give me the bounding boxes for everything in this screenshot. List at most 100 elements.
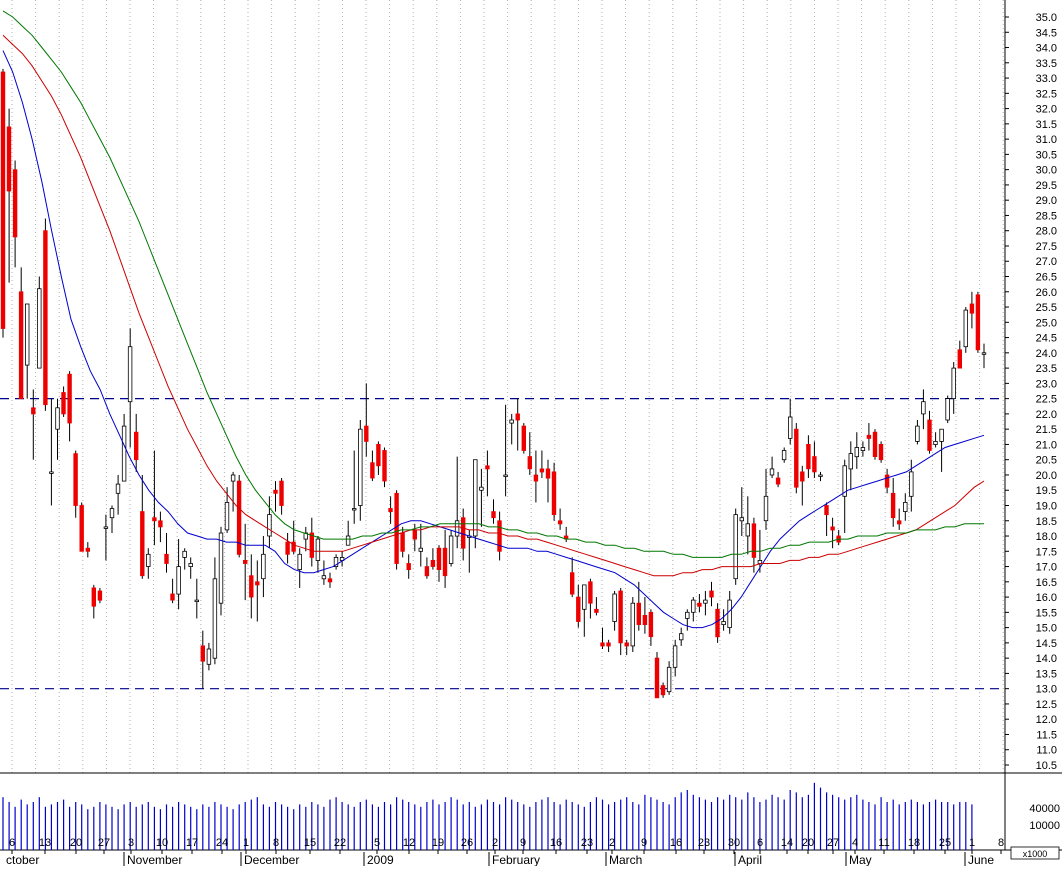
price-tick-label: 30.5 — [1036, 149, 1057, 161]
date-tick-label: 30 — [728, 837, 740, 849]
candle-body — [103, 526, 109, 529]
date-tick-label: 5 — [374, 837, 380, 849]
price-tick-label: 27.0 — [1036, 256, 1057, 268]
candle-body — [388, 508, 393, 512]
candle-body — [709, 590, 714, 598]
price-tick-label: 25.5 — [1036, 302, 1057, 314]
candle-body — [503, 474, 508, 477]
candle-body — [491, 511, 496, 519]
date-tick-label: 18 — [908, 837, 920, 849]
candle-body — [315, 538, 321, 561]
date-tick-label: 3 — [128, 837, 134, 849]
candle-body — [182, 550, 187, 558]
price-tick-label: 16.5 — [1036, 577, 1057, 589]
candle-body — [358, 428, 363, 506]
price-tick-label: 18.5 — [1036, 516, 1057, 528]
candle-body — [679, 633, 684, 641]
candle-body — [91, 587, 96, 607]
candle-body — [79, 505, 84, 552]
candle-body — [345, 535, 351, 546]
candle-body — [49, 471, 54, 474]
candle-body — [981, 352, 987, 355]
candle-body — [666, 666, 672, 693]
volume-tick-label: 40000 — [1029, 803, 1060, 815]
candle-body — [479, 486, 484, 491]
candle-body — [624, 642, 629, 647]
candle-body — [206, 648, 212, 665]
candle-body — [715, 608, 720, 638]
candle-body — [606, 642, 611, 647]
date-tick-label: 2 — [492, 837, 498, 849]
candle-body — [24, 303, 30, 366]
price-tick-label: 35.0 — [1036, 12, 1057, 24]
month-label: March — [609, 853, 642, 866]
price-tick-label: 24.5 — [1036, 333, 1057, 345]
candle-body — [642, 615, 648, 626]
date-tick-label: 6 — [9, 837, 15, 849]
price-tick-label: 17.5 — [1036, 546, 1057, 558]
date-tick-label: 15 — [304, 837, 316, 849]
price-tick-label: 27.5 — [1036, 241, 1057, 253]
month-label: April — [738, 853, 762, 866]
candle-body — [18, 291, 24, 400]
price-tick-label: 20.5 — [1036, 455, 1057, 467]
date-tick-label: 9 — [641, 837, 647, 849]
candle-body — [376, 443, 381, 467]
candle-body — [648, 611, 654, 638]
candle-body — [794, 428, 799, 488]
candle-body — [800, 471, 805, 482]
candle-body — [788, 416, 793, 439]
candle-body — [267, 514, 272, 537]
date-tick-label: 24 — [216, 837, 228, 849]
candle-body — [630, 602, 635, 647]
month-label: 2009 — [367, 853, 394, 866]
date-tick-label: 20 — [70, 837, 82, 849]
price-tick-label: 22.0 — [1036, 409, 1057, 421]
date-tick-label: 14 — [781, 837, 793, 849]
candle-body — [939, 428, 944, 442]
candle-body — [818, 474, 823, 477]
candle-body — [0, 71, 6, 329]
candle-body — [866, 434, 872, 439]
candle-body — [140, 511, 145, 577]
candle-body — [570, 572, 575, 595]
month-label: December — [244, 853, 299, 866]
candle-body — [115, 483, 121, 494]
candle-body — [521, 425, 526, 451]
candle-body — [224, 501, 230, 531]
candle-body — [921, 401, 926, 415]
candle-body — [133, 431, 139, 461]
candle-body — [67, 373, 72, 424]
candle-body — [485, 465, 490, 470]
candle-body — [582, 584, 587, 610]
candle-body — [309, 532, 314, 558]
price-tick-label: 10.5 — [1036, 760, 1057, 772]
price-tick-label: 21.5 — [1036, 424, 1057, 436]
price-tick-label: 28.5 — [1036, 210, 1057, 222]
price-tick-label: 26.5 — [1036, 272, 1057, 284]
candle-body — [460, 517, 466, 549]
price-tick-label: 17.0 — [1036, 562, 1057, 574]
candle-body — [848, 453, 853, 470]
date-tick-label: 25 — [939, 837, 951, 849]
candle-body — [400, 532, 405, 552]
candle-body — [775, 477, 781, 485]
price-tick-label: 12.0 — [1036, 714, 1057, 726]
price-tick-label: 11.0 — [1036, 745, 1057, 757]
candle-body — [255, 581, 260, 586]
price-tick-label: 34.0 — [1036, 43, 1057, 55]
price-tick-label: 23.5 — [1036, 363, 1057, 375]
candle-body — [927, 419, 932, 451]
price-tick-label: 24.0 — [1036, 348, 1057, 360]
date-tick-label: 6 — [757, 837, 763, 849]
moving-average-line-1 — [2, 50, 985, 629]
date-tick-label: 20 — [802, 837, 814, 849]
candle-body — [897, 520, 902, 525]
price-tick-label: 26.0 — [1036, 287, 1057, 299]
candle-body — [321, 575, 327, 580]
candle-body — [261, 553, 266, 580]
candle-body — [703, 599, 708, 604]
date-tick-label: 9 — [520, 837, 526, 849]
candle-body — [636, 602, 641, 626]
candle-body — [830, 526, 835, 531]
